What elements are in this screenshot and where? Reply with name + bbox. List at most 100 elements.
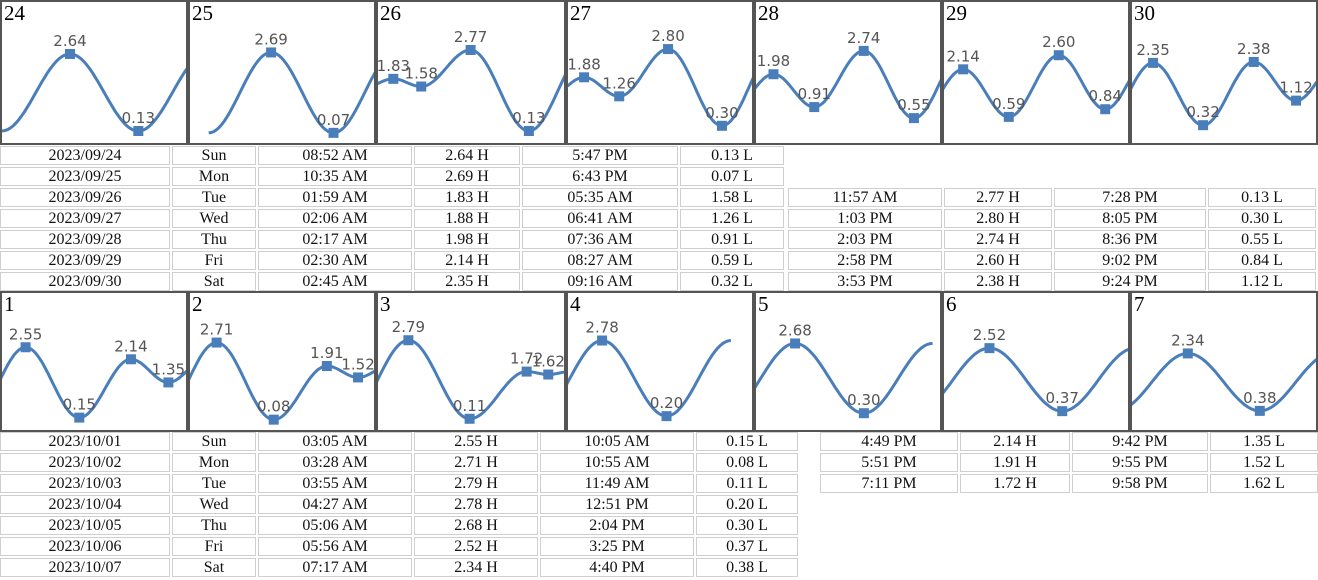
cell-time-4: 9:58 PM — [1072, 474, 1208, 493]
tide-chart-panel: 6 2.52 0.37 — [942, 291, 1130, 432]
tide-height-label: 2.71 — [200, 321, 233, 339]
tide-extreme-marker — [416, 81, 427, 92]
cell-time-3: 2:03 PM — [788, 230, 942, 249]
tide-height-label: 0.13 — [122, 109, 155, 127]
cell-height-1: 2.69 H — [414, 167, 520, 186]
cell-time-3: 7:11 PM — [820, 474, 958, 493]
tide-curve-plot: 1.881.26 2.80 0.30 — [568, 27, 752, 131]
tide-table-row: 2023/09/24 Sun 08:52 AM 2.64 H 5:47 PM 0.13 L — [0, 146, 1318, 166]
cell-weekday: Thu — [172, 230, 256, 249]
tide-curve — [2, 345, 186, 420]
day-number: 29 — [946, 1, 967, 25]
cell-date: 2023/09/27 — [0, 209, 170, 228]
tide-chart-panel: 28 1.98 0.91 2.74 0.55 — [754, 0, 942, 145]
tide-extreme-marker — [663, 44, 674, 55]
tide-height-label: 0.08 — [257, 398, 290, 416]
tide-extreme-marker — [465, 44, 476, 55]
cell-height-2: 0.38 L — [696, 558, 798, 577]
day-number: 30 — [1134, 1, 1155, 25]
day-number: 2 — [192, 292, 203, 316]
tide-chart-panel: 4 2.78 0.20 — [566, 291, 754, 432]
cell-height-3: 1.72 H — [960, 474, 1070, 493]
tide-table-row: 2023/10/01 Sun 03:05 AM 2.55 H 10:05 AM 0.15 … — [0, 432, 1318, 452]
cell-time-4: 9:55 PM — [1072, 453, 1208, 472]
cell-weekday: Sat — [172, 558, 256, 577]
cell-time-3: 1:03 PM — [788, 209, 942, 228]
cell-height-2: 0.08 L — [696, 453, 798, 472]
cell-height-4: 1.35 L — [1210, 432, 1318, 451]
cell-time-2: 4:40 PM — [540, 558, 694, 577]
tide-chart-panel: 27 1.88 1.26 2.80 0.30 — [566, 0, 754, 145]
cell-time-3: 11:57 AM — [788, 188, 942, 207]
cell-height-4: 1.12 L — [1208, 272, 1316, 291]
cell-weekday: Wed — [172, 209, 256, 228]
tide-table-row: 2023/09/28 Thu 02:17 AM 1.98 H 07:36 AM 0.91 … — [0, 230, 1318, 250]
tide-table-row: 2023/09/25 Mon 10:35 AM 2.69 H 6:43 PM 0.07 L — [0, 167, 1318, 187]
tide-extreme-marker — [716, 120, 727, 131]
tide-curve-plot: 2.71 0.08 1.911.52 — [190, 321, 374, 425]
tide-chart-panel: 1 2.55 0.15 2.14 1.35 — [0, 291, 188, 432]
cell-time-1: 02:30 AM — [258, 251, 412, 270]
cell-date: 2023/10/07 — [0, 558, 170, 577]
tide-table-row: 2023/09/26 Tue 01:59 AM 1.83 H 05:35 AM 1.58 … — [0, 188, 1318, 208]
cell-time-1: 03:55 AM — [258, 474, 412, 493]
cell-date: 2023/10/05 — [0, 516, 170, 535]
tide-curve-plot: 2.78 0.20 — [568, 319, 732, 422]
tide-chart-panel: 5 2.68 0.30 — [754, 291, 942, 432]
tide-height-label: 0.37 — [1046, 389, 1079, 407]
cell-time-3: 2:58 PM — [788, 251, 942, 270]
cell-height-1: 2.64 H — [414, 146, 520, 165]
tide-extreme-marker — [768, 69, 779, 80]
cell-height-4: 0.55 L — [1208, 230, 1316, 249]
cell-date: 2023/10/02 — [0, 453, 170, 472]
cell-time-1: 05:06 AM — [258, 516, 412, 535]
tide-height-label: 2.64 — [53, 32, 86, 50]
cell-time-3: 3:53 PM — [788, 272, 942, 291]
cell-weekday: Wed — [172, 495, 256, 514]
cell-time-4: 8:36 PM — [1054, 230, 1206, 249]
tide-extreme-marker — [1148, 57, 1159, 68]
tide-curve-plot: 2.69 0.07 — [208, 30, 374, 138]
day-number: 6 — [946, 292, 957, 316]
tide-extreme-marker — [597, 335, 608, 346]
tide-extreme-marker — [1053, 50, 1064, 61]
tide-extreme-marker — [579, 72, 590, 83]
tide-extreme-marker — [74, 412, 85, 423]
tide-extreme-marker — [1254, 405, 1265, 416]
cell-height-4: 0.30 L — [1208, 209, 1316, 228]
tide-table-row: 2023/10/02 Mon 03:28 AM 2.71 H 10:55 AM 0.08 … — [0, 453, 1318, 473]
tide-curve-plot: 2.34 0.38 — [1132, 331, 1316, 416]
day-number: 1 — [4, 292, 15, 316]
tide-height-label: 1.98 — [757, 52, 790, 70]
tide-height-label: 0.11 — [453, 397, 486, 415]
tide-extreme-marker — [211, 337, 222, 348]
cell-time-3: 5:51 PM — [820, 453, 958, 472]
tide-height-label: 1.62 — [532, 353, 565, 371]
cell-weekday: Thu — [172, 516, 256, 535]
tide-height-label: 2.74 — [847, 29, 880, 47]
tide-height-label: 2.14 — [946, 47, 979, 65]
cell-time-2: 10:05 AM — [540, 432, 694, 451]
cell-height-1: 2.71 H — [414, 453, 538, 472]
tide-table-row: 2023/10/03 Tue 03:55 AM 2.79 H 11:49 AM 0.11 … — [0, 474, 1318, 494]
cell-height-3: 2.80 H — [944, 209, 1052, 228]
cell-height-2: 0.30 L — [696, 516, 798, 535]
day-number: 24 — [4, 1, 25, 25]
tide-extreme-marker — [268, 414, 279, 425]
tide-curve-plot: 2.14 0.59 2.60 0.84 — [944, 33, 1128, 122]
tide-height-label: 2.38 — [1237, 40, 1270, 58]
tide-height-label: 0.07 — [317, 111, 350, 129]
tide-curve-plot: 1.831.58 2.77 0.13 — [378, 28, 564, 137]
cell-time-3: 4:49 PM — [820, 432, 958, 451]
tide-height-label: 0.30 — [847, 391, 880, 409]
cell-date: 2023/10/03 — [0, 474, 170, 493]
tide-extreme-marker — [908, 113, 919, 124]
tide-curve — [944, 53, 1128, 119]
tide-height-label: 2.79 — [392, 318, 425, 336]
tide-curve-plot: 1.98 0.91 2.74 0.55 — [756, 29, 940, 124]
tide-extreme-marker — [661, 411, 672, 422]
tide-height-label: 0.59 — [992, 95, 1025, 113]
cell-weekday: Sat — [172, 272, 256, 291]
tide-curve — [190, 341, 374, 422]
tide-height-label: 0.15 — [63, 396, 96, 414]
